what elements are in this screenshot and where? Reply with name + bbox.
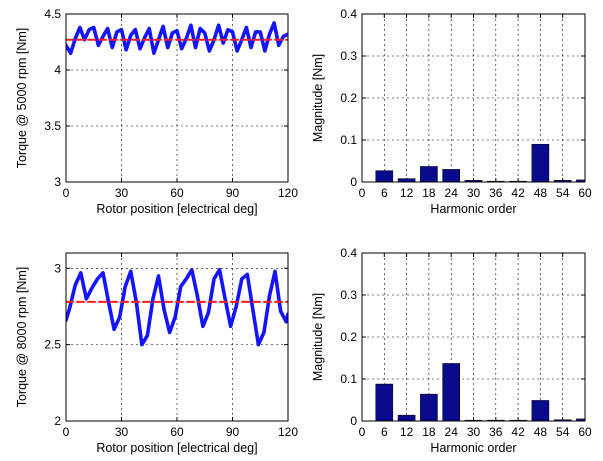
y-tick-label: 0.2 [340,330,357,344]
x-tick-label: 0 [359,425,366,439]
x-tick-label: 90 [226,186,240,200]
x-tick-label: 60 [578,186,592,200]
y-tick-label: 2.5 [44,338,61,352]
harmonic-bar [442,169,460,182]
y-tick-label: 0.3 [340,49,357,63]
harmonic-bar [375,170,394,182]
axes-frame [65,252,289,422]
y-tick-label: 0.4 [340,246,357,260]
harmonic-bar [397,414,416,421]
y-tick-label: 0 [350,414,357,428]
harmonic-bar [397,178,416,182]
x-axis-label: Rotor position [electrical deg] [96,202,257,216]
y-tick-label: 4.5 [44,7,61,21]
x-tick-label: 6 [381,425,388,439]
harmonic-bar [375,383,394,421]
y-tick-label: 3 [54,261,61,275]
plot-area [375,143,585,182]
panel-1: 0 30 60 90 120 3 3.5 4 4.5 Rotor position [electr… [15,7,298,216]
plot-area [66,21,288,56]
y-tick-label: 0.1 [340,133,357,147]
x-tick-label: 42 [511,425,525,439]
x-tick-label: 24 [445,186,459,200]
x-tick-label: 0 [63,186,70,200]
y-tick-label: 4 [54,63,61,77]
y-tick-label: 2 [54,414,61,428]
x-tick-label: 6 [381,186,388,200]
harmonic-bar [531,143,550,182]
axes-frame [361,252,586,422]
x-tick-label: 48 [534,425,548,439]
harmonic-bar [531,400,550,421]
harmonic-bar [576,418,585,421]
y-axis-label: Torque @ 5000 rpm [Nm] [15,28,29,169]
harmonic-bar [442,363,460,421]
x-tick-label: 54 [556,425,570,439]
x-tick-label: 60 [170,186,184,200]
panel-3: 0 30 60 90 120 2 2.5 3 Rotor position [electrica… [15,252,298,455]
y-axis-label: Magnitude [Nm] [311,54,325,142]
x-tick-label: 90 [226,425,240,439]
x-tick-label: 12 [400,186,414,200]
x-tick-label: 18 [422,186,436,200]
x-tick-label: 30 [467,186,481,200]
x-tick-label: 60 [578,425,592,439]
harmonic-bar [553,180,572,182]
x-tick-label: 0 [359,186,366,200]
y-tick-label: 0.1 [340,372,357,386]
x-tick-label: 36 [489,186,503,200]
axes-frame [361,13,586,183]
x-tick-label: 0 [63,425,70,439]
y-tick-label: 0.4 [340,7,357,21]
plot-area [375,363,585,421]
y-axis-label: Torque @ 8000 rpm [Nm] [15,267,29,408]
harmonic-bar [420,166,438,182]
x-tick-label: 18 [422,425,436,439]
x-axis-label: Harmonic order [430,202,516,216]
harmonic-bar [420,393,438,421]
y-tick-label: 0.3 [340,288,357,302]
x-axis-label: Harmonic order [430,441,516,455]
x-tick-label: 54 [556,186,570,200]
axes-frame [65,13,289,183]
x-tick-label: 30 [115,186,129,200]
y-tick-label: 0.2 [340,91,357,105]
x-tick-label: 120 [278,186,298,200]
x-tick-label: 30 [467,425,481,439]
x-tick-label: 24 [445,425,459,439]
x-tick-label: 60 [170,425,184,439]
x-tick-label: 48 [534,186,548,200]
harmonic-bar [464,180,483,182]
x-axis-label: Rotor position [electrical deg] [96,441,257,455]
x-tick-label: 30 [115,425,129,439]
x-tick-label: 36 [489,425,503,439]
y-axis-label: Magnitude [Nm] [311,293,325,381]
x-tick-label: 42 [511,186,525,200]
panel-4: 0 6 12 18 24 30 36 42 48 54 60 0 0.1 0.2 0.3 0.4 Harmoni… [311,246,592,455]
y-tick-label: 3 [54,175,61,189]
x-tick-label: 12 [400,425,414,439]
y-tick-label: 3.5 [44,119,61,133]
plot-area [66,267,288,347]
panel-2: 0 6 12 18 24 30 36 42 48 54 60 0 0.1 0.2 0.3 0.4 Harmoni… [311,7,592,216]
y-tick-label: 0 [350,175,357,189]
x-tick-label: 120 [278,425,298,439]
harmonic-bar [576,179,585,182]
torque-series-line [66,21,288,56]
